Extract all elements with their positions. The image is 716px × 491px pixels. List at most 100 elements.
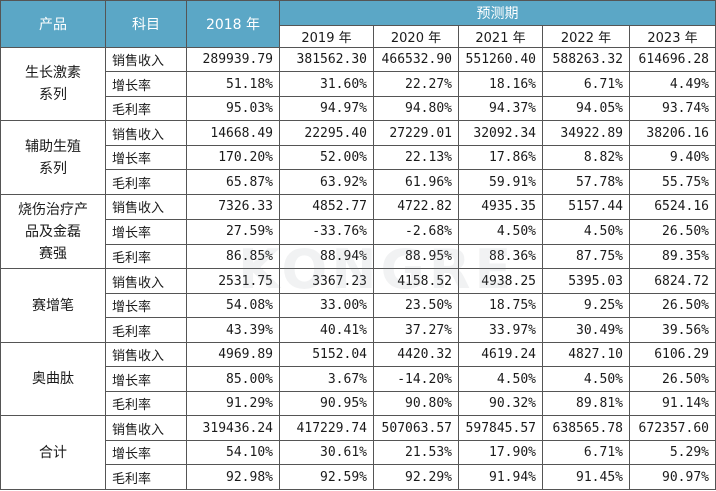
- value-cell: 86.85%: [186, 243, 280, 270]
- header-forecast: 预测期: [279, 0, 716, 26]
- metric-label: 毛利率: [105, 95, 187, 122]
- value-cell: 54.08%: [186, 292, 280, 319]
- value-cell: 614696.28: [629, 46, 716, 73]
- product-name: 生长激素 系列: [0, 46, 106, 122]
- header-year: 2019 年: [279, 25, 374, 48]
- value-cell: -2.68%: [373, 218, 459, 245]
- value-cell: 289939.79: [186, 46, 280, 73]
- value-cell: 52.00%: [279, 144, 374, 171]
- value-cell: 4938.25: [458, 268, 543, 294]
- table-row: 赛增笔 销售收入 2531.75 3367.23 4158.52 4938.25 5395.…: [0, 268, 716, 343]
- value-cell: 93.74%: [629, 95, 716, 122]
- value-cell: 4.50%: [542, 366, 630, 392]
- value-cell: 22.27%: [373, 71, 459, 97]
- value-cell: 90.32%: [458, 390, 543, 417]
- value-cell: 43.39%: [186, 317, 280, 343]
- value-cell: 22295.40: [279, 120, 374, 146]
- header-year: 2023 年: [629, 25, 716, 48]
- value-cell: 5.29%: [629, 439, 716, 466]
- value-cell: 33.97%: [458, 317, 543, 343]
- value-cell: 90.97%: [629, 464, 716, 490]
- value-cell: 94.05%: [542, 95, 630, 122]
- value-cell: 8.82%: [542, 144, 630, 171]
- value-cell: 4420.32: [373, 341, 459, 368]
- value-cell: 417229.74: [279, 415, 374, 441]
- value-cell: 507063.57: [373, 415, 459, 441]
- value-cell: 94.97%: [279, 95, 374, 122]
- value-cell: 95.03%: [186, 95, 280, 122]
- value-cell: 672357.60: [629, 415, 716, 441]
- header-year: 2022 年: [542, 25, 630, 48]
- value-cell: 40.41%: [279, 317, 374, 343]
- product-name: 辅助生殖 系列: [0, 120, 106, 195]
- value-cell: 5157.44: [542, 193, 630, 220]
- metric-label: 毛利率: [105, 464, 187, 490]
- value-cell: 90.80%: [373, 390, 459, 417]
- value-cell: 4722.82: [373, 193, 459, 220]
- value-cell: 21.53%: [373, 439, 459, 466]
- table-row: 毛利率 86.85% 88.94% 88.95% 88.36% 87.75% 89.35%: [1, 243, 716, 270]
- value-cell: 4158.52: [373, 268, 459, 294]
- metric-label: 毛利率: [105, 390, 187, 417]
- metric-label: 增长率: [105, 71, 187, 97]
- value-cell: 38206.16: [629, 120, 716, 146]
- table-row: 增长率 27.59% -33.76% -2.68% 4.50% 4.50% 26.50%: [1, 218, 716, 245]
- metric-label: 销售收入: [105, 120, 187, 146]
- value-cell: 466532.90: [373, 46, 459, 73]
- value-cell: 6824.72: [629, 268, 716, 294]
- value-cell: 89.81%: [542, 390, 630, 417]
- value-cell: 4.50%: [458, 218, 543, 245]
- table-row: 增长率 170.20% 52.00% 22.13% 17.86% 8.82% 9.40%: [1, 144, 716, 171]
- metric-label: 增长率: [105, 439, 187, 466]
- value-cell: 381562.30: [279, 46, 374, 73]
- table-row: 增长率 85.00% 3.67% -14.20% 4.50% 4.50% 26.50%: [1, 366, 716, 392]
- value-cell: -33.76%: [279, 218, 374, 245]
- value-cell: 91.29%: [186, 390, 280, 417]
- table-row: 毛利率 91.29% 90.95% 90.80% 90.32% 89.81% 91.14%: [1, 390, 716, 417]
- table-row: 增长率 51.18% 31.60% 22.27% 18.16% 6.71% 4.49%: [1, 71, 716, 97]
- value-cell: 2531.75: [186, 268, 280, 294]
- value-cell: 88.36%: [458, 243, 543, 270]
- value-cell: 90.95%: [279, 390, 374, 417]
- value-cell: 30.61%: [279, 439, 374, 466]
- value-cell: 92.98%: [186, 464, 280, 490]
- value-cell: 4969.89: [186, 341, 280, 368]
- value-cell: 30.49%: [542, 317, 630, 343]
- metric-label: 增长率: [105, 292, 187, 319]
- value-cell: 9.25%: [542, 292, 630, 319]
- value-cell: 31.60%: [279, 71, 374, 97]
- value-cell: 18.75%: [458, 292, 543, 319]
- product-name: 赛增笔: [0, 268, 106, 343]
- value-cell: 94.80%: [373, 95, 459, 122]
- value-cell: 5152.04: [279, 341, 374, 368]
- table-row: 生长激素 系列 销售收入 289939.79 381562.30 466532.90 551…: [0, 46, 716, 122]
- table-row: 合计 销售收入 319436.24 417229.74 507063.57 597845.…: [0, 415, 716, 490]
- value-cell: 33.00%: [279, 292, 374, 319]
- value-cell: 39.56%: [629, 317, 716, 343]
- value-cell: 37.27%: [373, 317, 459, 343]
- value-cell: 4.49%: [629, 71, 716, 97]
- value-cell: 91.45%: [542, 464, 630, 490]
- value-cell: 9.40%: [629, 144, 716, 171]
- value-cell: 34922.89: [542, 120, 630, 146]
- table-header: 产品 科目 2018 年 预测期 2019 年 2020 年 2021 年 20…: [0, 0, 716, 48]
- value-cell: 6524.16: [629, 193, 716, 220]
- metric-label: 增长率: [105, 144, 187, 171]
- table-body: 生长激素 系列 销售收入 289939.79 381562.30 466532.90 551…: [0, 46, 716, 490]
- value-cell: 6106.29: [629, 341, 716, 368]
- value-cell: 4619.24: [458, 341, 543, 368]
- value-cell: 26.50%: [629, 366, 716, 392]
- table-row: 奥曲肽 销售收入 4969.89 5152.04 4420.32 4619.24 4827.…: [0, 341, 716, 417]
- value-cell: 588263.32: [542, 46, 630, 73]
- value-cell: 18.16%: [458, 71, 543, 97]
- header-year: 2021 年: [458, 25, 543, 48]
- metric-label: 销售收入: [105, 415, 187, 441]
- metric-label: 毛利率: [105, 169, 187, 195]
- value-cell: 4935.35: [458, 193, 543, 220]
- value-cell: 65.87%: [186, 169, 280, 195]
- value-cell: 638565.78: [542, 415, 630, 441]
- value-cell: 17.90%: [458, 439, 543, 466]
- product-name: 合计: [0, 415, 106, 490]
- value-cell: 3367.23: [279, 268, 374, 294]
